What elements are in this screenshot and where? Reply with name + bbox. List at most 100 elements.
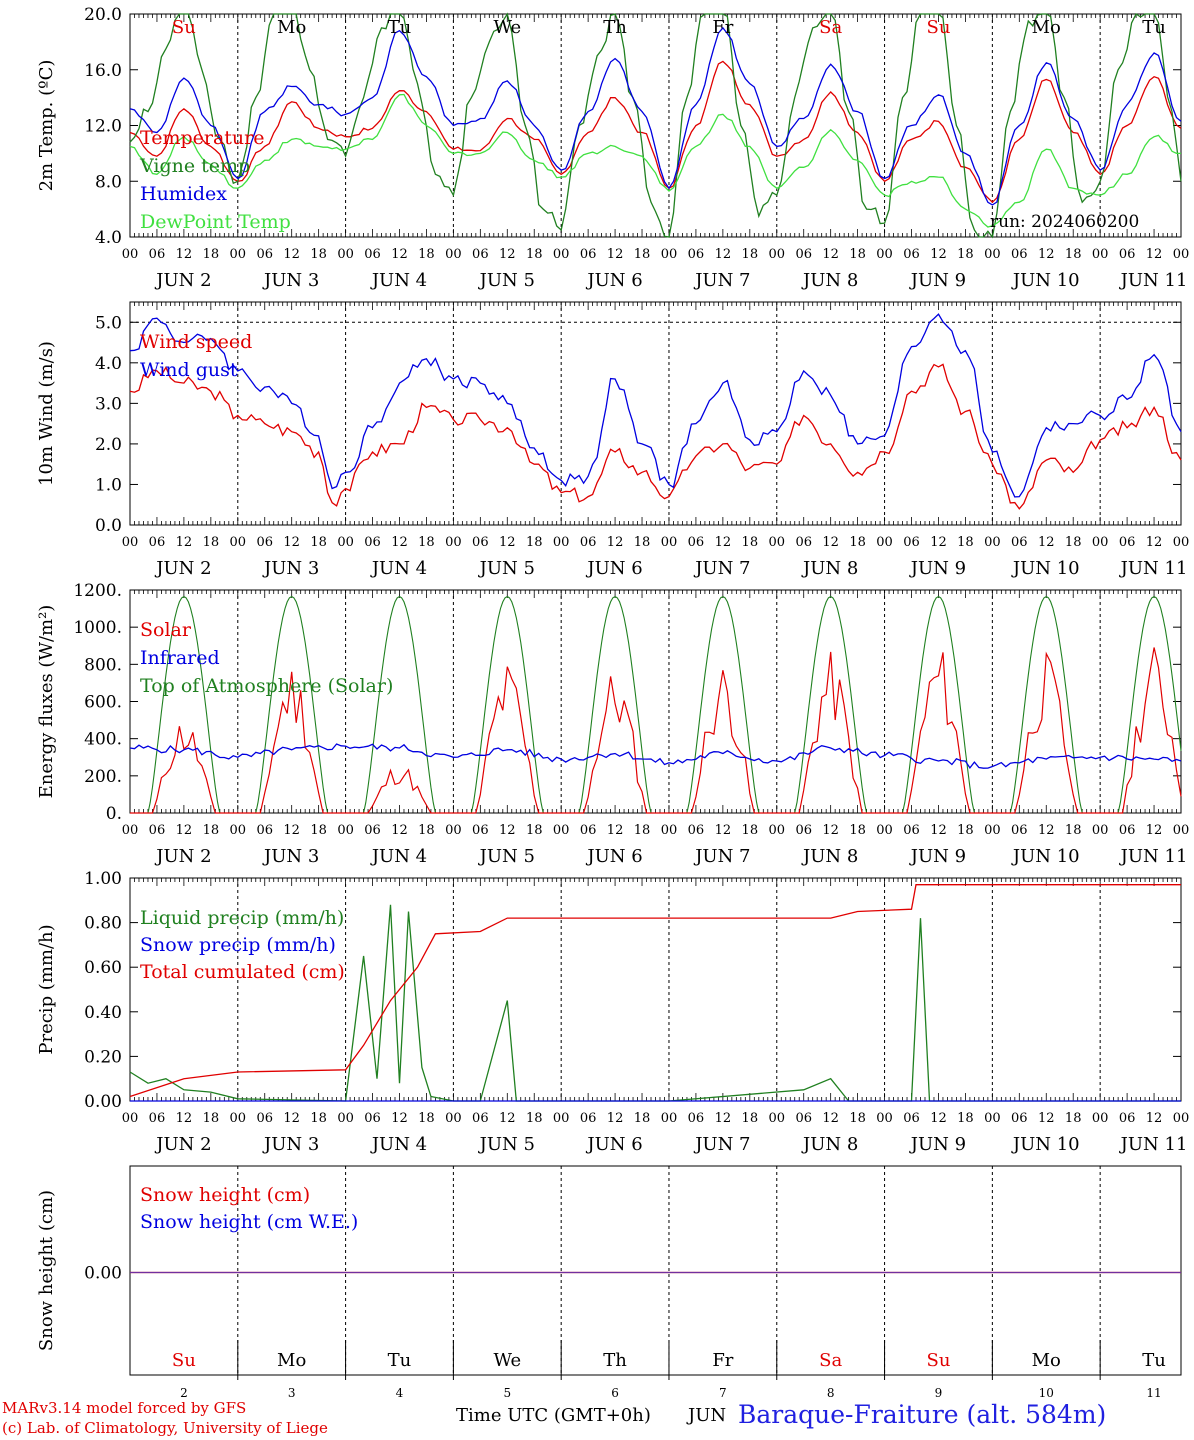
hour-tick-label: 00 (1173, 1111, 1190, 1126)
series-line (129, 743, 1182, 770)
hour-tick-label: 00 (553, 247, 570, 262)
hour-tick-label: 18 (957, 247, 974, 262)
hour-tick-label: 00 (1092, 247, 1109, 262)
y-tick-label: 600. (84, 693, 122, 713)
y-tick-label: 12.0 (84, 117, 122, 137)
series-line (129, 26, 1182, 206)
hour-tick-label: 06 (149, 247, 166, 262)
y-tick-label: 0.00 (84, 1092, 122, 1112)
hour-tick-label: 06 (1011, 1111, 1028, 1126)
legend-entry: Top of Atmosphere (Solar) (140, 675, 393, 697)
y-tick-label: 1.0 (95, 475, 122, 495)
hour-tick-label: 18 (849, 247, 866, 262)
hour-tick-label: 12 (176, 535, 193, 550)
run-label: run: 2024060200 (990, 212, 1139, 232)
weekday-label: We (493, 1350, 521, 1371)
hour-tick-label: 18 (849, 823, 866, 838)
date-tick-label: JUN 6 (585, 558, 642, 579)
date-tick-label: JUN 4 (370, 1134, 427, 1155)
hour-tick-label: 00 (876, 823, 893, 838)
hour-tick-label: 12 (1146, 247, 1163, 262)
y-tick-label: 1000. (73, 618, 122, 638)
hour-tick-label: 12 (715, 247, 732, 262)
date-tick-label: JUN 3 (262, 846, 319, 867)
hour-tick-label: 00 (661, 247, 678, 262)
hour-tick-label: 06 (1119, 535, 1136, 550)
hour-tick-label: 06 (149, 823, 166, 838)
hour-tick-label: 18 (310, 823, 327, 838)
weekday-label: Mo (1032, 1350, 1061, 1371)
hour-tick-label: 00 (122, 823, 139, 838)
hour-tick-label: 18 (418, 823, 435, 838)
hour-tick-label: 18 (742, 535, 759, 550)
hour-tick-label: 18 (742, 247, 759, 262)
date-tick-label: JUN 5 (478, 270, 535, 291)
hour-tick-label: 00 (1173, 535, 1190, 550)
weekday-label: We (493, 17, 521, 38)
date-tick-label: JUN 9 (909, 270, 966, 291)
weekday-label: Mo (277, 17, 306, 38)
hour-tick-label: 12 (176, 1111, 193, 1126)
hour-tick-label: 00 (337, 1111, 354, 1126)
date-tick-label: JUN 7 (693, 558, 750, 579)
date-tick-label: JUN 8 (801, 270, 858, 291)
series-line (129, 313, 1182, 498)
hour-tick-label: 12 (1038, 247, 1055, 262)
panel-3 (129, 877, 1182, 1102)
hour-tick-label: 18 (957, 1111, 974, 1126)
hour-tick-label: 00 (122, 1111, 139, 1126)
hour-tick-label: 00 (445, 535, 462, 550)
hour-tick-label: 00 (876, 1111, 893, 1126)
legend-entry: Wind speed (140, 331, 252, 353)
hour-tick-label: 12 (607, 535, 624, 550)
date-tick-label: JUN 5 (478, 846, 535, 867)
y-axis-label: 10m Wind (m/s) (36, 341, 57, 486)
hour-tick-label: 06 (364, 1111, 381, 1126)
hour-tick-label: 12 (607, 823, 624, 838)
hour-tick-label: 06 (580, 823, 597, 838)
weekday-label: Fr (712, 17, 733, 38)
weekday-label: Su (926, 1350, 950, 1371)
hour-tick-label: 00 (876, 535, 893, 550)
legend-entry: Humidex (140, 183, 227, 205)
weekday-label: Su (172, 1350, 196, 1371)
date-tick-label: JUN 6 (585, 1134, 642, 1155)
y-tick-label: 20.0 (84, 5, 122, 25)
date-tick-label: JUN 10 (1011, 846, 1080, 867)
series-line (129, 904, 1181, 1102)
hour-tick-label: 18 (526, 247, 543, 262)
weekday-label: Tu (1142, 17, 1166, 38)
weekday-label: Tu (388, 17, 412, 38)
hour-tick-label: 12 (607, 1111, 624, 1126)
hour-tick-label: 12 (499, 535, 516, 550)
hour-tick-label: 18 (1065, 247, 1082, 262)
hour-tick-label: 12 (822, 823, 839, 838)
hour-tick-label: 18 (742, 1111, 759, 1126)
hour-tick-label: 00 (661, 1111, 678, 1126)
hour-tick-label: 12 (822, 247, 839, 262)
hour-tick-label: 00 (445, 823, 462, 838)
hour-tick-label: 00 (553, 1111, 570, 1126)
hour-tick-label: 06 (1119, 247, 1136, 262)
hour-tick-label: 00 (122, 247, 139, 262)
series-line (129, 363, 1182, 510)
hour-tick-label: 12 (283, 535, 300, 550)
date-tick-label: JUN 9 (909, 846, 966, 867)
hour-tick-label: 12 (499, 247, 516, 262)
hour-tick-label: 06 (795, 1111, 812, 1126)
weekday-label: Tu (388, 1350, 412, 1371)
hour-tick-label: 06 (688, 247, 705, 262)
weekday-label: Mo (1032, 17, 1061, 38)
hour-tick-label: 00 (661, 823, 678, 838)
hour-tick-label: 06 (688, 823, 705, 838)
hour-tick-label: 00 (230, 535, 247, 550)
hour-tick-label: 12 (283, 823, 300, 838)
legend-entry: Snow height (cm) (140, 1184, 310, 1206)
day-number-label: 10 (1039, 1386, 1054, 1400)
legend-entry: Solar (140, 619, 192, 641)
hour-tick-label: 18 (957, 823, 974, 838)
hour-tick-label: 06 (256, 247, 273, 262)
hour-tick-label: 18 (634, 535, 651, 550)
